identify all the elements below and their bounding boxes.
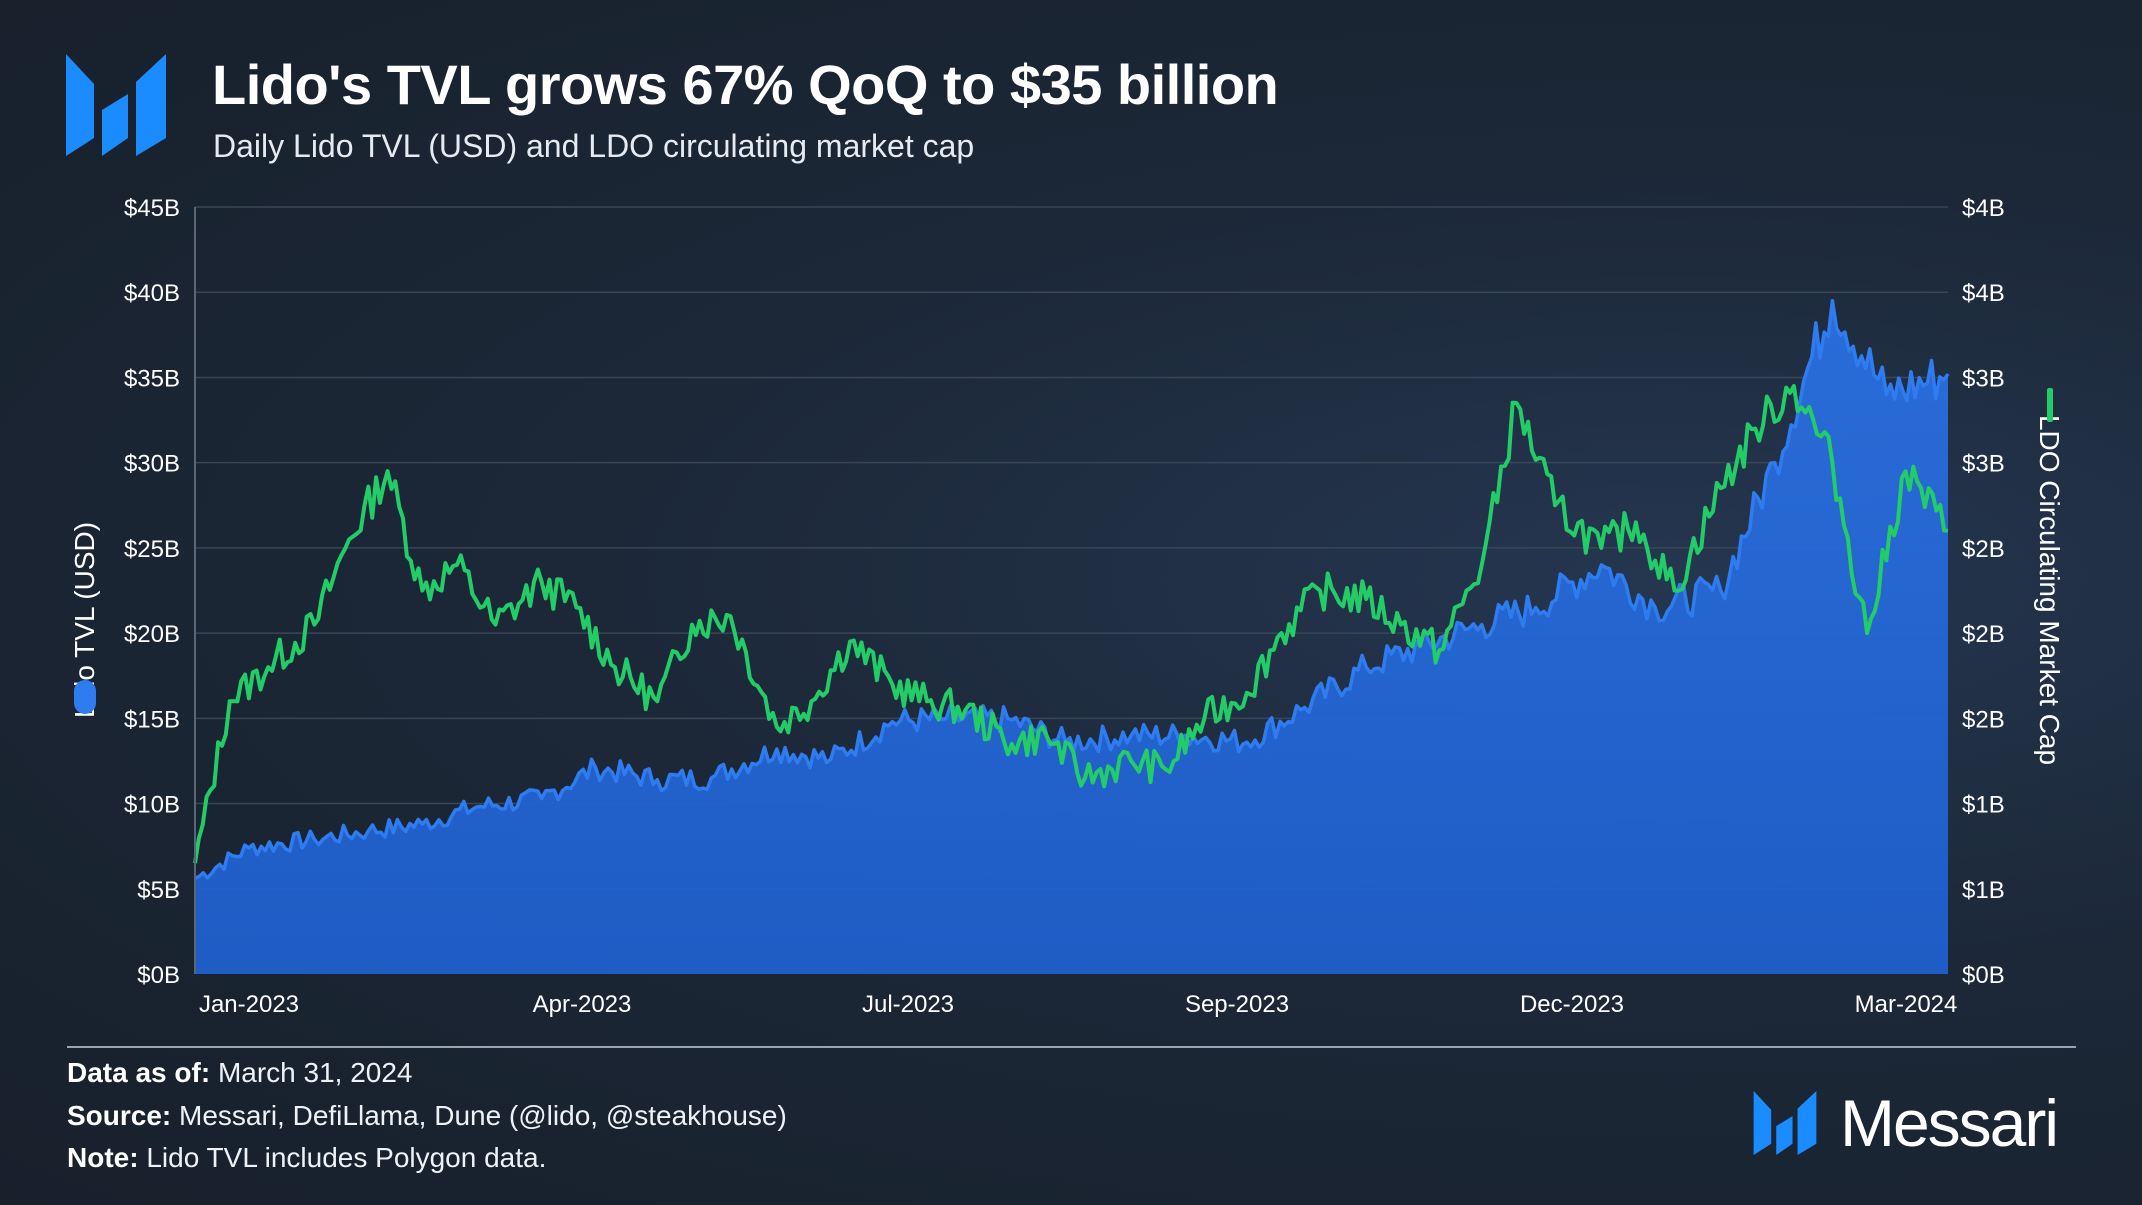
mcap-legend-swatch <box>2047 388 2053 422</box>
footer-source-label: Source: <box>67 1100 172 1131</box>
chart-subtitle: Daily Lido TVL (USD) and LDO circulating… <box>213 128 975 164</box>
y-left-tick-label: $40B <box>124 280 180 307</box>
brand-block: Messari <box>1752 1085 2059 1161</box>
x-tick-label: Dec-2023 <box>1520 991 1624 1018</box>
messari-logo-icon <box>66 54 166 156</box>
y-left-tick-label: $0B <box>137 962 180 989</box>
y-left-tick-label: $25B <box>124 536 180 563</box>
axis-layer: $0B $0B $5B $1B $10B $1B $15B $2B $20B $2B $25B $2B… <box>124 195 2005 1018</box>
y-right-tick-label: $2B <box>1962 536 2005 563</box>
y-right-tick-label: $4B <box>1962 195 2005 222</box>
y-left-tick-label: $5B <box>137 877 180 904</box>
footer-source-value: Messari, DefiLlama, Dune (@lido, @steakh… <box>179 1100 787 1131</box>
x-tick-label: Apr-2023 <box>533 991 632 1018</box>
mcap-line <box>193 384 1949 864</box>
y-left-tick-label: $15B <box>124 706 180 733</box>
footer-note-label: Note: <box>67 1142 139 1173</box>
y-right-tick-label: $3B <box>1962 451 2005 478</box>
footer-date: Data as of: March 31, 2024 <box>67 1057 413 1089</box>
brand-name: Messari <box>1840 1086 2059 1160</box>
y-right-tick-label: $2B <box>1962 621 2005 648</box>
footer-divider-right <box>1076 1046 2076 1048</box>
footer-note: Note: Lido TVL includes Polygon data. <box>67 1142 546 1174</box>
tvl-area-layer <box>194 298 1950 974</box>
x-tick-label: Jul-2023 <box>862 991 954 1018</box>
y-right-tick-label: $1B <box>1962 792 2005 819</box>
tvl-area <box>195 300 1948 974</box>
x-tick-label: Mar-2024 <box>1855 991 1958 1018</box>
y-right-tick-label: $1B <box>1962 877 2005 904</box>
footer-source: Source: Messari, DefiLlama, Dune (@lido,… <box>67 1100 787 1132</box>
y-right-tick-label: $0B <box>1962 962 2005 989</box>
messari-logo-icon <box>1753 1091 1817 1155</box>
y-left-tick-label: $10B <box>124 792 180 819</box>
x-tick-label: Sep-2023 <box>1185 991 1289 1018</box>
mcap-line-layer <box>193 384 1949 864</box>
footer-note-value: Lido TVL includes Polygon data. <box>146 1142 547 1173</box>
right-axis-label: LDO Circulating Market Cap <box>2034 415 2065 765</box>
y-left-tick-label: $30B <box>124 451 180 478</box>
y-left-tick-label: $35B <box>124 365 180 392</box>
x-tick-label: Jan-2023 <box>199 991 299 1018</box>
footer-divider <box>67 1046 1076 1048</box>
footer-date-label: Data as of: <box>67 1057 211 1088</box>
y-left-tick-label: $20B <box>124 621 180 648</box>
y-right-tick-label: $2B <box>1962 706 2005 733</box>
tvl-legend-swatch <box>74 680 96 714</box>
y-right-tick-label: $3B <box>1962 365 2005 392</box>
y-left-tick-label: $45B <box>124 195 180 222</box>
ylabel-right: LDO Circulating Market Cap <box>2034 415 2065 765</box>
footer-date-value: March 31, 2024 <box>217 1057 413 1088</box>
tvl-line <box>194 298 1950 881</box>
y-right-tick-label: $4B <box>1962 280 2005 307</box>
chart-title: Lido's TVL grows 67% QoQ to $35 billion <box>212 53 1279 116</box>
